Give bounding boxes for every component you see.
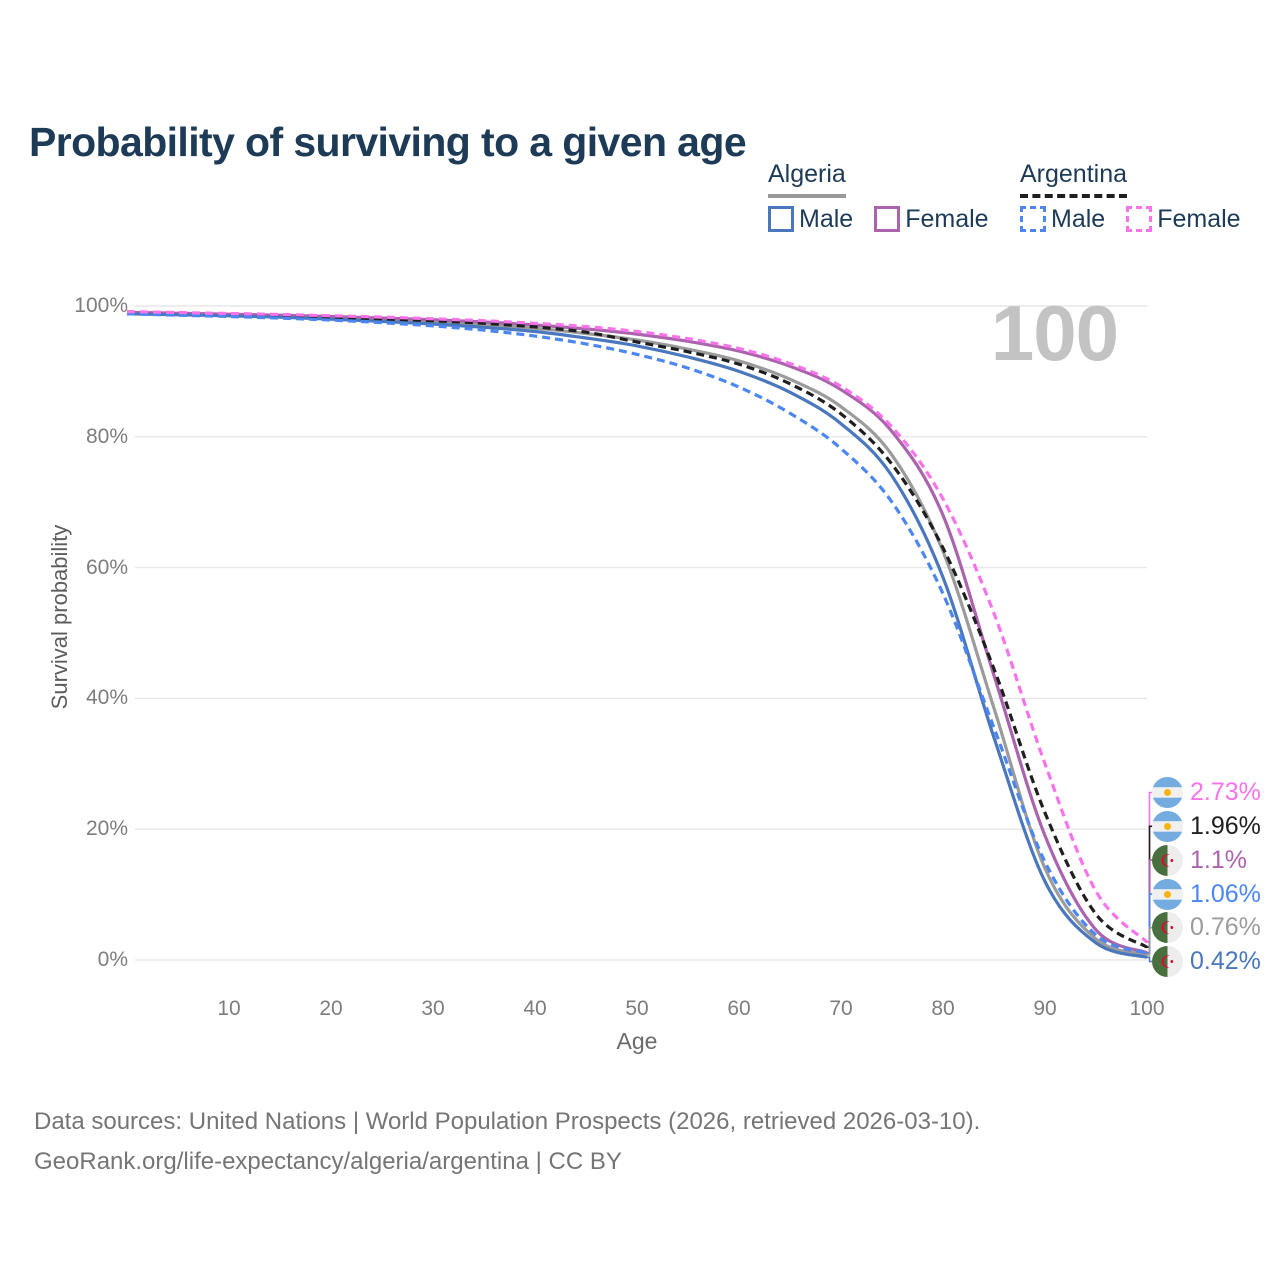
x-tick: 40 bbox=[523, 997, 547, 1020]
argentina-flag-icon bbox=[1152, 777, 1183, 808]
end-label-argentina-female[interactable]: 2.73% bbox=[1152, 776, 1261, 809]
series-line-algeria-both-sexes[interactable] bbox=[126, 311, 1148, 957]
algeria-female-swatch-icon bbox=[874, 206, 901, 232]
argentina-flag-icon bbox=[1152, 879, 1183, 910]
x-tick: 80 bbox=[931, 997, 955, 1020]
x-tick: 20 bbox=[319, 997, 343, 1020]
x-tick: 30 bbox=[421, 997, 445, 1020]
y-tick: 100% bbox=[74, 294, 128, 317]
legend-item-algeria-female[interactable]: Female bbox=[874, 204, 989, 234]
end-label-connector bbox=[1145, 956, 1153, 963]
page-title: Probability of surviving to a given age bbox=[29, 119, 747, 166]
y-tick: 40% bbox=[85, 686, 128, 709]
y-tick: 60% bbox=[85, 556, 128, 579]
end-label-connector bbox=[1145, 926, 1153, 956]
series-end-value: 2.73% bbox=[1190, 778, 1261, 806]
series-end-value: 0.42% bbox=[1190, 947, 1261, 975]
series-end-value: 1.1% bbox=[1190, 846, 1247, 874]
x-tick: 90 bbox=[1033, 997, 1057, 1020]
x-tick: 50 bbox=[625, 997, 649, 1020]
series-line-argentina-female[interactable] bbox=[126, 310, 1149, 944]
x-tick: 60 bbox=[727, 997, 751, 1020]
series-line-argentina-male[interactable] bbox=[126, 312, 1148, 955]
y-tick: 80% bbox=[85, 425, 128, 448]
x-tick: 10 bbox=[217, 997, 241, 1020]
series-line-algeria-female[interactable] bbox=[126, 310, 1148, 955]
legend-group-algeria: Algeria Male Female bbox=[768, 160, 989, 234]
algeria-flag-icon bbox=[1152, 946, 1183, 977]
end-label-algeria-male[interactable]: 0.42% bbox=[1152, 945, 1261, 978]
legend-label: Female bbox=[905, 204, 989, 233]
series-line-algeria-male[interactable] bbox=[126, 312, 1148, 959]
y-axis-title: Survival probability bbox=[47, 524, 72, 710]
end-label-algeria-both[interactable]: 0.76% bbox=[1152, 911, 1261, 944]
age-watermark: 100 bbox=[990, 289, 1119, 377]
legend-group-argentina: Argentina Male Female bbox=[1020, 160, 1241, 234]
y-tick: 0% bbox=[97, 948, 128, 971]
x-axis-title: Age bbox=[616, 1028, 658, 1054]
legend-header-argentina[interactable]: Argentina bbox=[1020, 160, 1128, 198]
y-tick: 20% bbox=[85, 817, 128, 840]
end-label-connector bbox=[1145, 893, 1153, 954]
series-end-value: 1.96% bbox=[1190, 812, 1261, 840]
x-tick: 70 bbox=[829, 997, 853, 1020]
series-line-argentina-both-sexes[interactable] bbox=[126, 310, 1148, 949]
legend-item-argentina-male[interactable]: Male bbox=[1020, 205, 1105, 234]
end-label-argentina-male[interactable]: 1.06% bbox=[1152, 878, 1261, 911]
algeria-male-swatch-icon bbox=[768, 206, 794, 232]
argentina-male-swatch-icon bbox=[1020, 206, 1046, 232]
series-end-value: 0.76% bbox=[1190, 913, 1261, 941]
end-label-algeria-female[interactable]: 1.1% bbox=[1152, 844, 1247, 877]
algeria-flag-icon bbox=[1152, 912, 1183, 943]
legend-header-algeria[interactable]: Algeria bbox=[768, 160, 846, 198]
end-label-argentina-both[interactable]: 1.96% bbox=[1152, 810, 1261, 843]
legend-label: Male bbox=[799, 204, 854, 233]
series-end-value: 1.06% bbox=[1190, 880, 1261, 908]
legend-label: Male bbox=[1051, 204, 1106, 233]
legend-label: Female bbox=[1157, 204, 1241, 233]
legend-item-algeria-male[interactable]: Male bbox=[768, 205, 853, 234]
data-sources-note: Data sources: United Nations | World Pop… bbox=[34, 1108, 981, 1135]
attribution-note: GeoRank.org/life-expectancy/algeria/arge… bbox=[34, 1148, 622, 1175]
legend-item-argentina-female[interactable]: Female bbox=[1126, 204, 1241, 234]
argentina-female-swatch-icon bbox=[1126, 206, 1153, 232]
algeria-flag-icon bbox=[1152, 845, 1183, 876]
x-tick: 100 bbox=[1129, 997, 1165, 1020]
argentina-flag-icon bbox=[1152, 811, 1183, 842]
